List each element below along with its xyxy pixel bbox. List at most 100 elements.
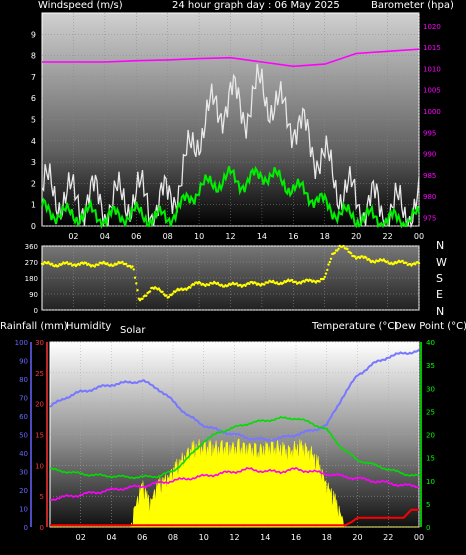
temperature-y-tick: 25 <box>426 408 435 416</box>
direction-point <box>254 281 257 285</box>
bottom-x-tick: 22 <box>383 533 393 542</box>
wind-x-tick: 02 <box>68 232 78 241</box>
direction-point <box>131 265 134 268</box>
solar-label: Solar <box>120 325 146 336</box>
direction-point <box>42 262 45 266</box>
direction-y-tick: 90 <box>29 291 38 299</box>
direction-point <box>299 282 303 285</box>
barometer-axis-title: Barometer (hpa) <box>371 0 454 11</box>
wind-plot-area <box>41 12 420 227</box>
bottom-x-tick: 16 <box>291 533 301 542</box>
humidity-y-tick: 20 <box>19 487 28 495</box>
direction-point <box>211 282 215 285</box>
direction-plot-area <box>41 245 420 311</box>
direction-point <box>141 297 144 300</box>
direction-point <box>405 261 408 264</box>
wind-y-tick: 5 <box>31 116 36 125</box>
temperature-y-tick: 30 <box>426 385 435 393</box>
rain-y-tick: 30 <box>35 339 44 347</box>
barometer-line <box>42 48 420 68</box>
direction-point <box>226 284 230 287</box>
bottom-x-tick: 08 <box>168 533 178 542</box>
direction-point <box>207 283 211 287</box>
rain-y-tick: 20 <box>35 401 44 409</box>
direction-point <box>65 261 69 264</box>
bottom-x-tick: 04 <box>106 533 116 542</box>
compass-w: W <box>436 256 447 269</box>
direction-point <box>328 260 331 264</box>
direction-point <box>57 264 60 268</box>
direction-point <box>60 262 64 266</box>
wind-x-tick: 18 <box>320 232 330 241</box>
humidity-y-tick: 80 <box>19 376 28 384</box>
direction-point <box>336 249 339 252</box>
solar-area <box>50 438 419 528</box>
direction-point <box>185 288 188 291</box>
rain-y-tick: 25 <box>35 370 44 378</box>
direction-point <box>121 260 124 264</box>
humidity-y-tick: 30 <box>19 469 28 477</box>
direction-point <box>132 268 135 271</box>
graph-title: 24 hour graph day : 06 May 2025 <box>172 0 340 11</box>
direction-point <box>282 281 285 285</box>
direction-point <box>216 281 220 285</box>
direction-point <box>373 261 377 264</box>
rain-y-tick: 10 <box>35 462 44 470</box>
direction-y-tick: 360 <box>25 243 38 251</box>
compass-s: S <box>436 272 443 285</box>
direction-point <box>365 256 368 259</box>
wind-x-tick: 12 <box>225 232 235 241</box>
barometer-y-tick: 990 <box>423 151 436 159</box>
direction-point <box>148 290 152 293</box>
direction-point <box>337 247 340 250</box>
wind-y-tick: 7 <box>31 73 36 82</box>
humidity-line <box>49 348 420 442</box>
temperature-line <box>49 415 420 480</box>
barometer-y-tick: 1000 <box>423 108 441 116</box>
rainfall-line <box>50 508 419 527</box>
direction-point <box>294 280 297 283</box>
wind-x-tick: 22 <box>382 232 392 241</box>
bottom-x-tick: 10 <box>199 533 209 542</box>
direction-point <box>263 283 266 286</box>
direction-point <box>303 280 306 283</box>
direction-point <box>248 282 251 286</box>
direction-point <box>167 295 171 299</box>
humidity-y-tick: 100 <box>15 339 28 347</box>
bottom-x-tick: 02 <box>76 533 86 542</box>
direction-point <box>272 279 275 283</box>
wind-x-tick: 04 <box>100 232 110 241</box>
wind-barometer-chart: 0123456789975980985990995100010051010101… <box>31 12 441 241</box>
compass-n-top: N <box>436 239 445 252</box>
direction-point <box>133 276 137 279</box>
wind-y-tick: 3 <box>31 158 36 167</box>
direction-point <box>322 277 325 281</box>
humidity-y-tick: 90 <box>19 358 28 366</box>
barometer-y-tick: 975 <box>423 214 436 222</box>
wind-y-tick: 9 <box>31 30 36 39</box>
direction-point <box>318 280 321 283</box>
barometer-y-tick: 995 <box>423 129 436 137</box>
wind-x-tick: 08 <box>163 232 173 241</box>
temperature-y-tick: 35 <box>426 362 435 370</box>
direction-point <box>235 282 238 285</box>
wind-gust-line <box>41 63 420 229</box>
bottom-x-tick: 20 <box>352 533 362 542</box>
direction-point <box>414 263 417 266</box>
rain-y-tick: 5 <box>40 493 44 501</box>
direction-point <box>135 282 138 285</box>
direction-point <box>69 262 73 265</box>
windspeed-axis-title: Windspeed (m/s) <box>38 0 123 11</box>
direction-point <box>401 259 404 263</box>
direction-point <box>136 289 139 292</box>
direction-point <box>382 258 385 261</box>
direction-point <box>116 262 119 265</box>
direction-point <box>323 275 326 279</box>
dewpoint-axis-title: Dew Point (°C) <box>394 321 466 332</box>
direction-point <box>192 283 196 286</box>
direction-point <box>125 262 128 266</box>
compass-e: E <box>436 288 443 301</box>
dewpoint-line <box>49 466 420 502</box>
wind-y-tick: 2 <box>31 179 36 188</box>
bottom-x-tick: 18 <box>322 533 332 542</box>
